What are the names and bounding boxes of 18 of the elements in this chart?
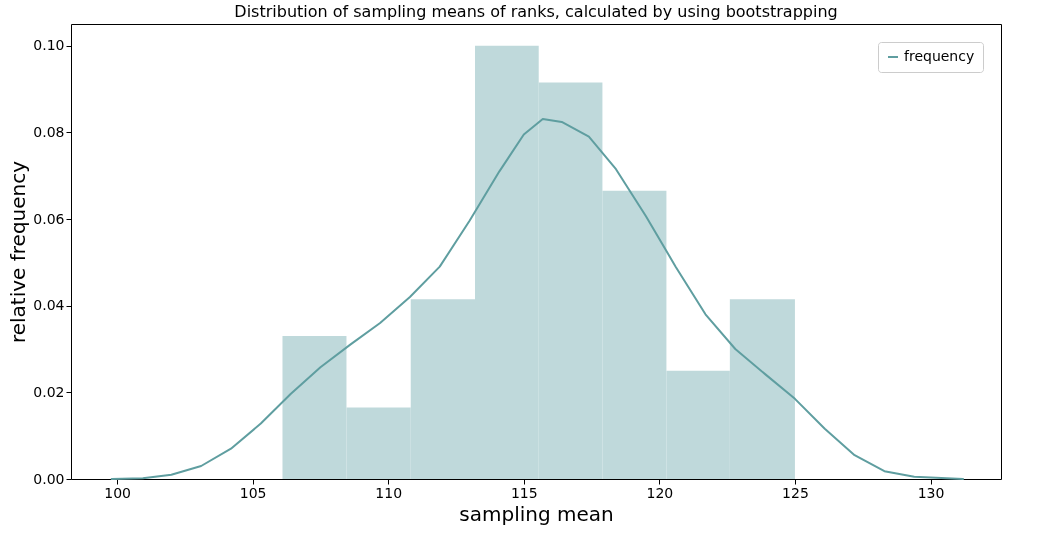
x-tick-label: 110 bbox=[375, 484, 403, 501]
y-axis-title: relative frequency bbox=[6, 160, 31, 344]
y-tick-label: 0.02 bbox=[33, 383, 65, 400]
x-tick-label: 125 bbox=[782, 484, 809, 501]
y-tick-label: 0.06 bbox=[33, 210, 65, 227]
x-tick-label: 130 bbox=[917, 484, 945, 501]
x-tick-label: 105 bbox=[239, 484, 267, 501]
chart-title: Distribution of sampling means of ranks, calculated by using bootstrapping bbox=[234, 2, 838, 21]
y-tick-label: 0.10 bbox=[33, 37, 65, 54]
line-series bbox=[110, 117, 965, 480]
y-tick-label: 0.08 bbox=[33, 123, 65, 140]
x-tick-label: 120 bbox=[646, 484, 674, 501]
legend-label: frequency bbox=[904, 48, 975, 64]
y-tick-label: 0.04 bbox=[33, 297, 65, 314]
x-tick-label: 100 bbox=[104, 484, 131, 501]
x-axis-title: sampling mean bbox=[459, 501, 614, 526]
y-tick-label: 0.00 bbox=[33, 470, 65, 487]
x-tick-label: 115 bbox=[510, 484, 538, 501]
